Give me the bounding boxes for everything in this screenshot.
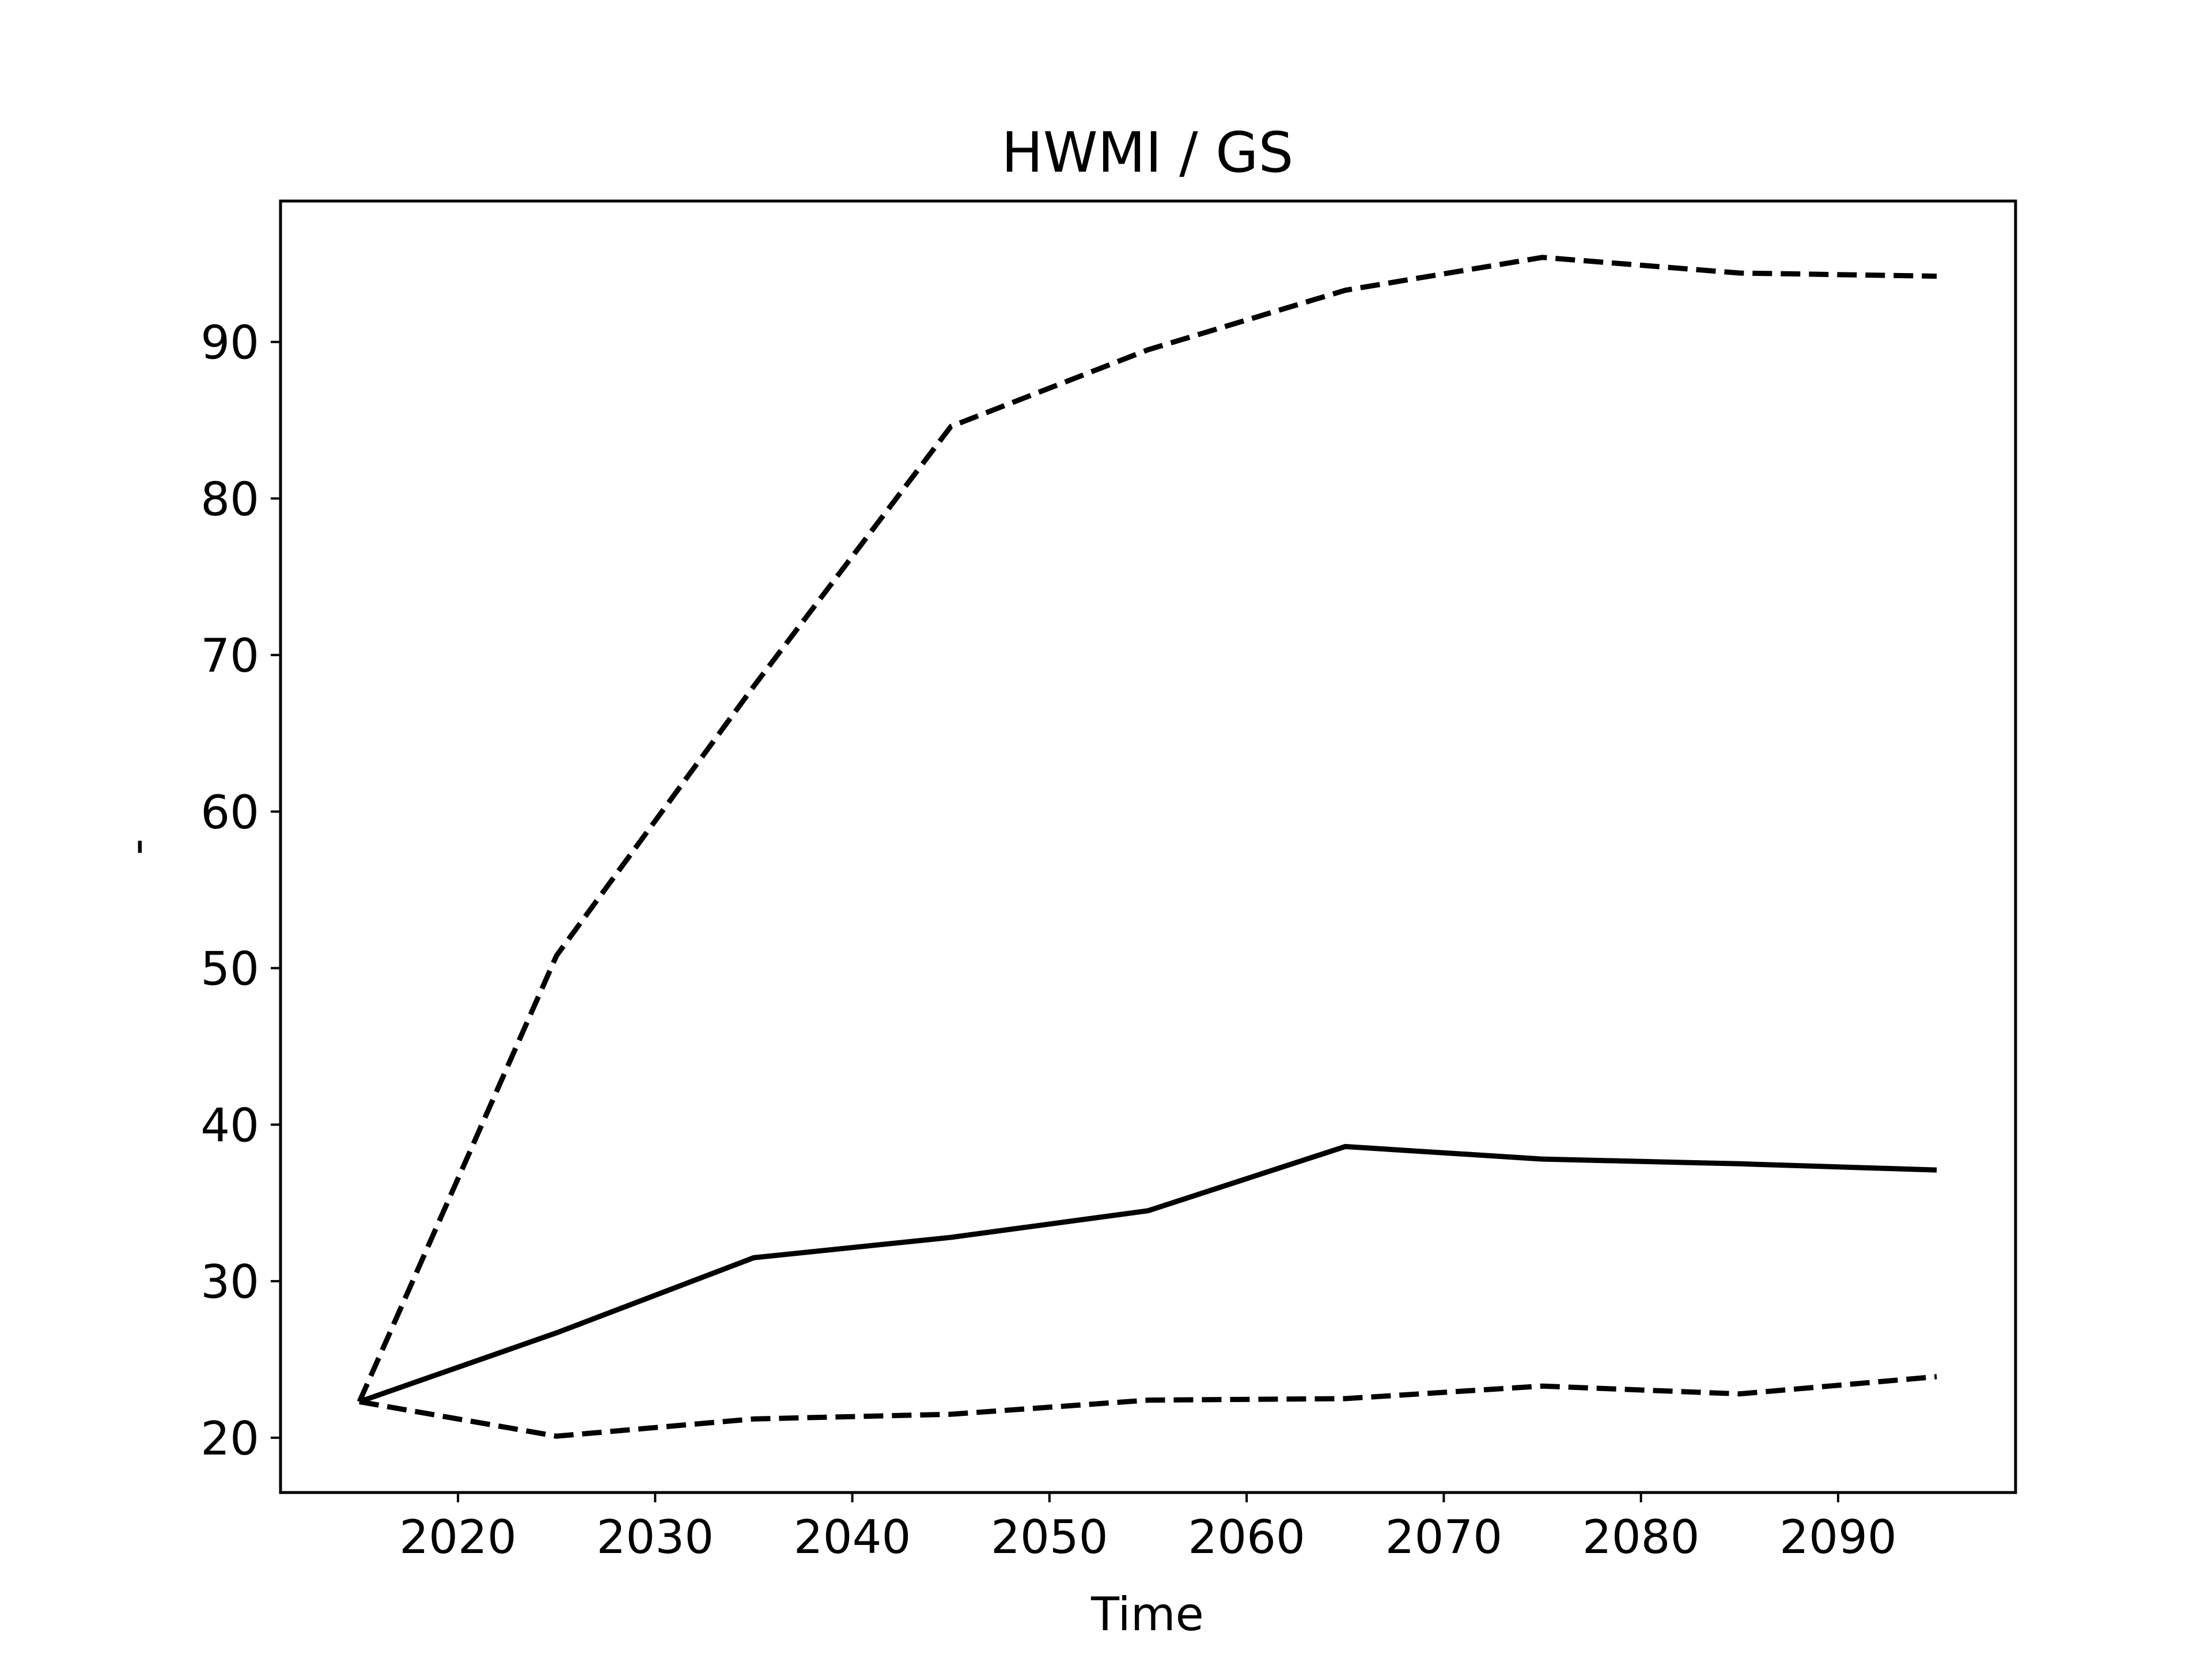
x-axis-label: Time bbox=[1090, 1588, 1204, 1641]
series-line-3 bbox=[359, 1374, 1937, 1439]
x-tick-label: 2050 bbox=[991, 1510, 1108, 1564]
series-line-2 bbox=[357, 255, 1937, 1403]
plot-frame bbox=[279, 199, 2017, 1494]
x-axis-ticks: 2020 2030 2040 2050 2060 2070 2080 2090 bbox=[399, 1493, 1897, 1564]
y-tick-label: 60 bbox=[200, 786, 259, 839]
y-tick-label: 90 bbox=[200, 316, 259, 370]
y-axis-ticks: 20 30 40 50 60 70 80 90 bbox=[200, 316, 281, 1465]
y-tick-label: 30 bbox=[200, 1255, 259, 1309]
chart-title: HWMI / GS bbox=[1002, 120, 1294, 185]
x-tick-label: 2040 bbox=[794, 1510, 911, 1564]
y-tick-label: 50 bbox=[200, 942, 259, 996]
x-tick-label: 2020 bbox=[399, 1510, 517, 1564]
x-tick-label: 2030 bbox=[597, 1510, 714, 1564]
y-tick-label: 20 bbox=[200, 1412, 259, 1465]
series-layer bbox=[357, 255, 1937, 1439]
x-tick-label: 2070 bbox=[1385, 1510, 1503, 1564]
series-line-1 bbox=[358, 1143, 1937, 1404]
y-tick-label: 70 bbox=[200, 629, 259, 683]
y-tick-label: 40 bbox=[200, 1099, 259, 1152]
y-tick-label: 80 bbox=[200, 472, 259, 526]
y-axis-label: - bbox=[110, 839, 164, 855]
x-tick-label: 2060 bbox=[1188, 1510, 1305, 1564]
x-tick-label: 2080 bbox=[1582, 1510, 1700, 1564]
x-tick-label: 2090 bbox=[1779, 1510, 1897, 1564]
